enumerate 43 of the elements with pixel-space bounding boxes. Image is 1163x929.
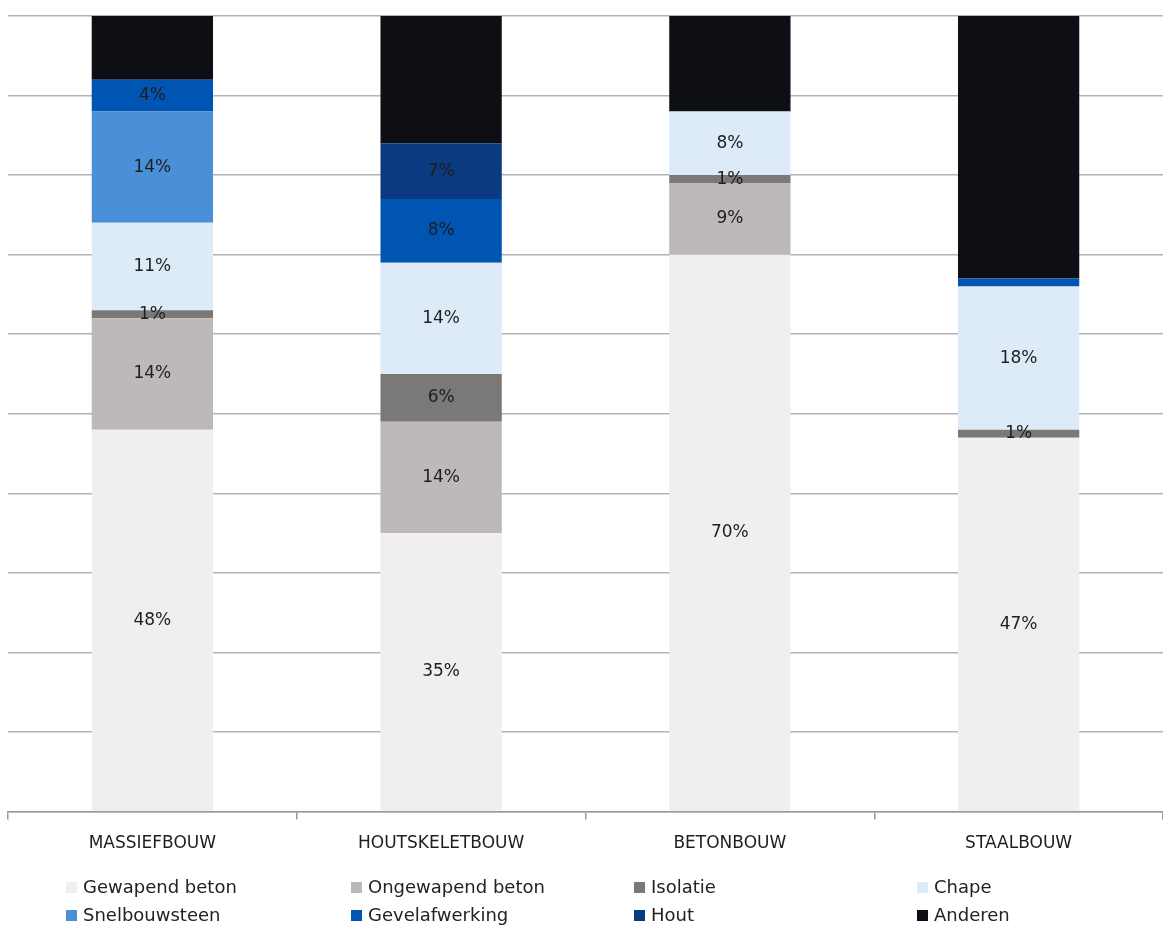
bar bbox=[91, 16, 214, 80]
data-label: 18% bbox=[999, 346, 1038, 367]
x-tick-label: BETONBOUW bbox=[673, 832, 787, 853]
data-label: 8% bbox=[716, 131, 744, 152]
x-tick-label: MASSIEFBOUW bbox=[88, 832, 217, 853]
legend-label: Isolatie bbox=[651, 876, 716, 898]
bar bbox=[957, 16, 1080, 279]
x-tick-label: STAALBOUW bbox=[965, 832, 1073, 853]
bar bbox=[380, 143, 502, 199]
bar bbox=[91, 79, 214, 112]
data-label: 35% bbox=[422, 660, 461, 681]
legend-label: Snelbouwsteen bbox=[83, 904, 221, 926]
data-label: 14% bbox=[133, 362, 172, 383]
legend-label: Ongewapend beton bbox=[368, 876, 545, 898]
data-label: 7% bbox=[427, 159, 455, 180]
bar bbox=[91, 429, 214, 811]
data-label: 9% bbox=[716, 207, 744, 228]
bar bbox=[380, 198, 502, 263]
bar bbox=[957, 278, 1080, 287]
data-label: 4% bbox=[138, 83, 166, 104]
data-label: 47% bbox=[999, 612, 1038, 633]
bar bbox=[380, 533, 502, 811]
bar bbox=[380, 374, 502, 422]
bar bbox=[91, 111, 214, 223]
bar bbox=[669, 254, 791, 811]
bar bbox=[669, 16, 791, 112]
legend-label: Chape bbox=[934, 876, 992, 898]
data-label: 70% bbox=[710, 521, 749, 542]
legend-label: Gevelafwerking bbox=[368, 904, 509, 926]
data-label: 11% bbox=[133, 255, 172, 276]
data-label: 6% bbox=[427, 386, 455, 407]
bar bbox=[380, 262, 502, 375]
data-label: 14% bbox=[133, 155, 172, 176]
data-label: 48% bbox=[133, 608, 172, 629]
bar bbox=[380, 16, 502, 144]
data-label: 8% bbox=[427, 219, 455, 240]
x-tick-label: HOUTSKELETBOUW bbox=[357, 832, 525, 853]
data-label: 14% bbox=[422, 306, 461, 327]
legend-label: Gewapend beton bbox=[83, 876, 237, 898]
legend-label: Anderen bbox=[934, 904, 1010, 926]
data-label: 14% bbox=[422, 465, 461, 486]
legend-label: Hout bbox=[651, 904, 695, 926]
bar bbox=[957, 437, 1080, 811]
